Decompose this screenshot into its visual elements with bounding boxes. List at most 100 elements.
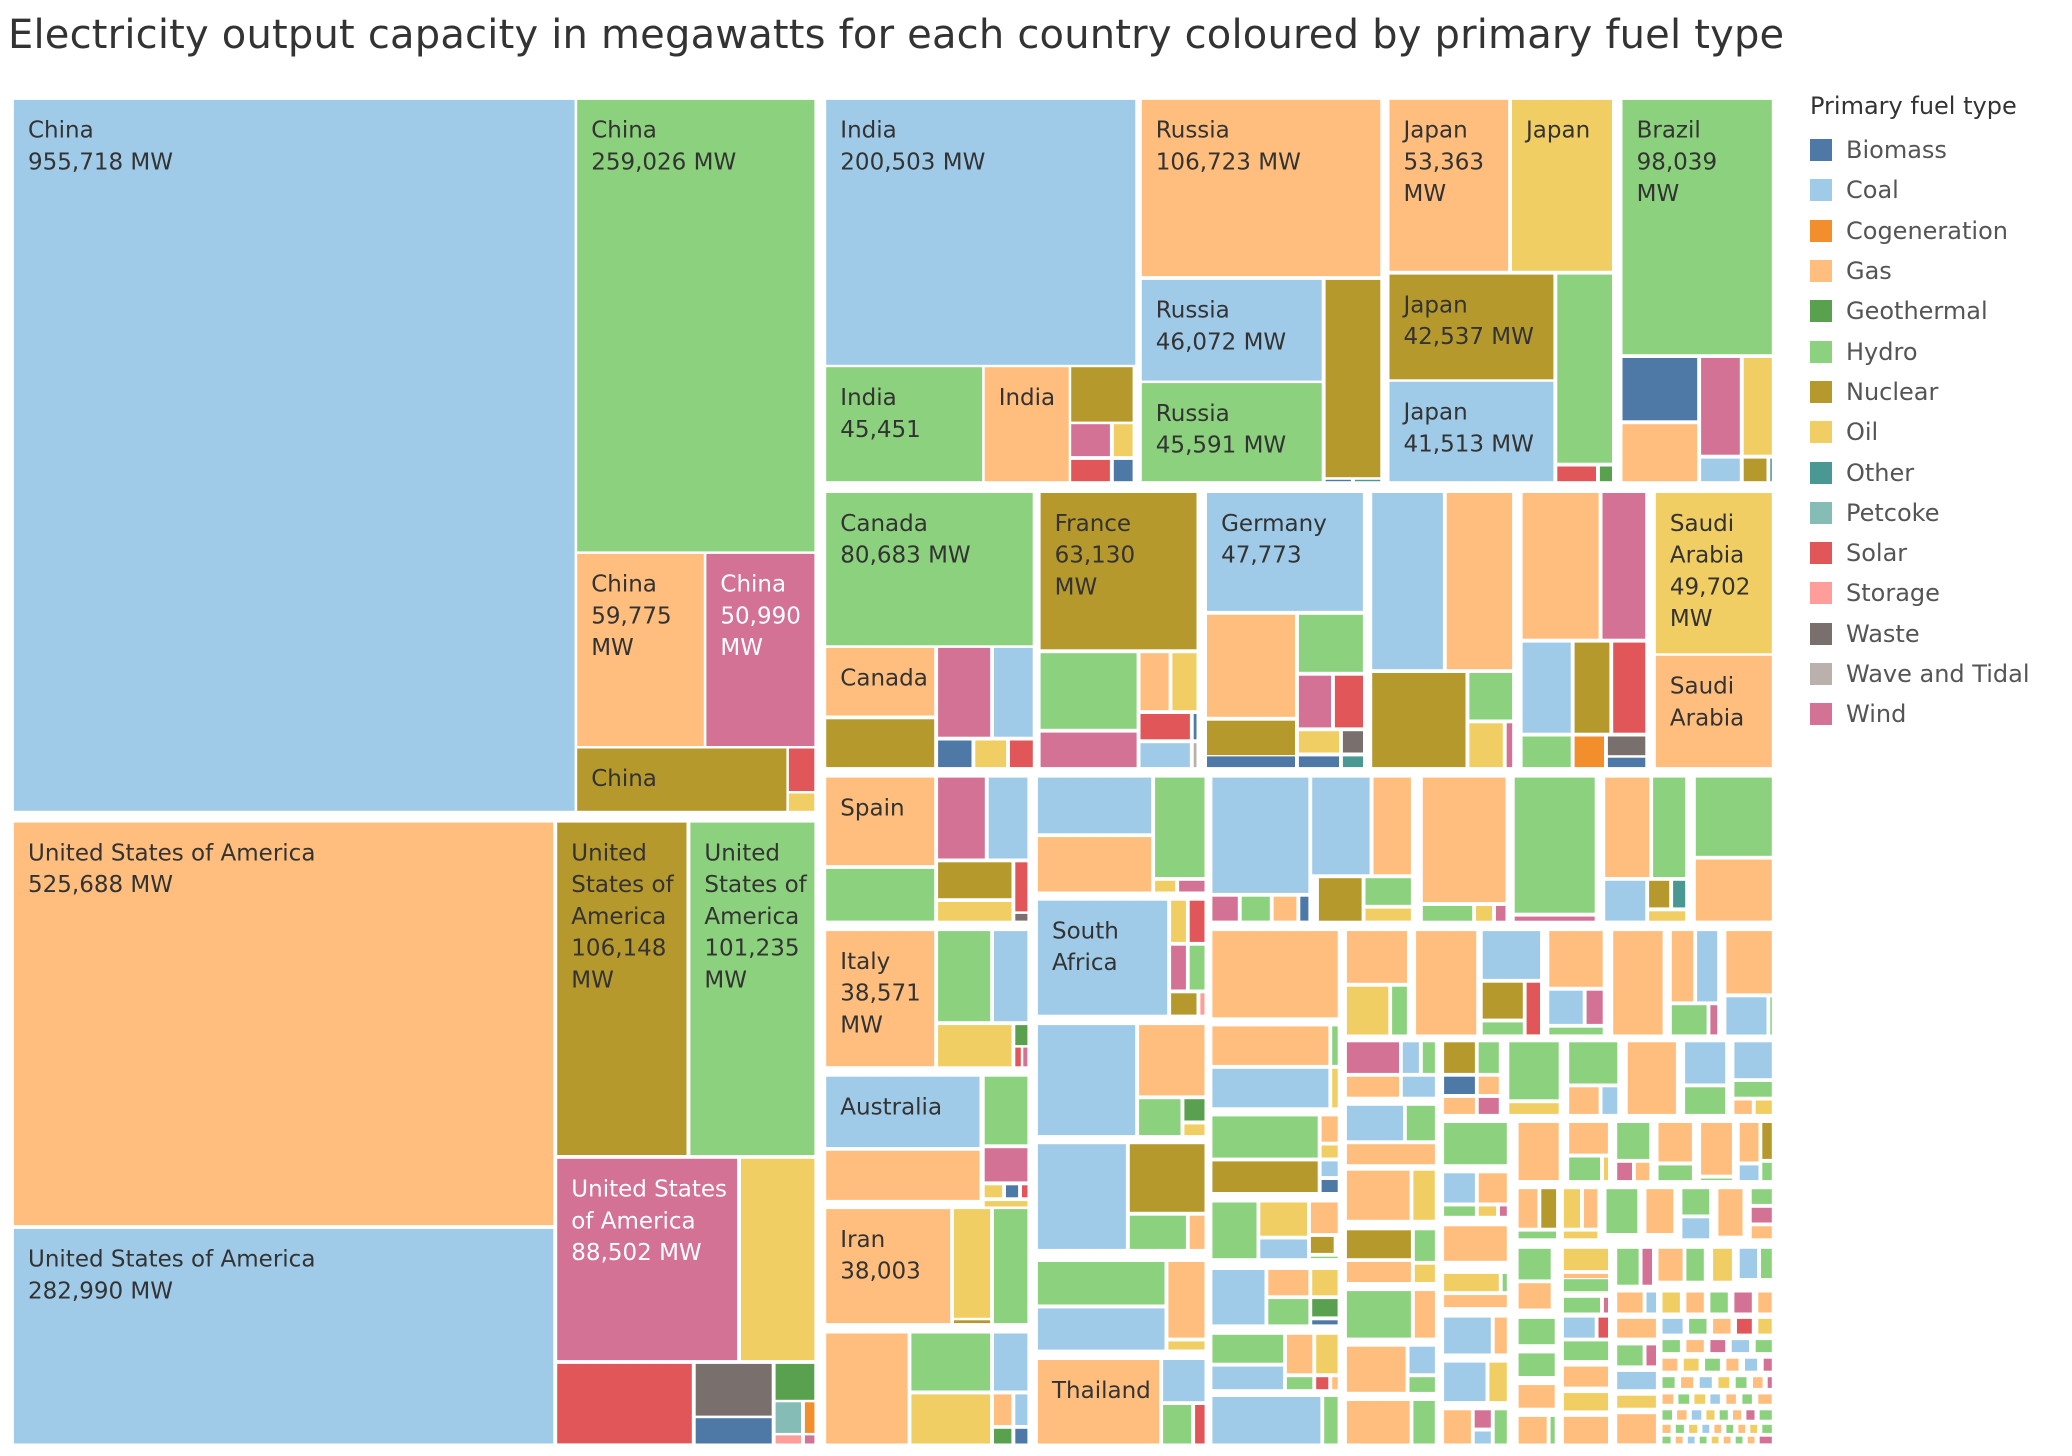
treemap-tile[interactable] [1004, 1184, 1020, 1199]
treemap-tile[interactable] [992, 1393, 1013, 1427]
treemap-tile[interactable] [1598, 465, 1614, 483]
treemap-tile[interactable] [1562, 1340, 1610, 1362]
treemap-tile[interactable] [1014, 1023, 1029, 1047]
treemap-tile[interactable] [1661, 1357, 1679, 1372]
treemap-tile[interactable] [1750, 1225, 1773, 1240]
treemap-tile[interactable] [1731, 1409, 1743, 1421]
treemap-tile[interactable] [1442, 1096, 1477, 1116]
treemap-tile[interactable] [1521, 641, 1572, 734]
treemap-tile[interactable] [1211, 1160, 1319, 1194]
treemap-tile[interactable] [1657, 1164, 1694, 1182]
treemap-tile[interactable] [1687, 1317, 1708, 1335]
treemap-tile[interactable] [1698, 1375, 1713, 1390]
treemap-tile[interactable] [1615, 1121, 1651, 1161]
treemap-tile[interactable] [1645, 1187, 1675, 1235]
legend-item[interactable]: Other [1810, 452, 2060, 492]
treemap-tile[interactable] [1733, 1080, 1774, 1098]
treemap-tile[interactable] [1615, 1161, 1634, 1182]
treemap-tile[interactable] [1685, 1247, 1706, 1282]
treemap-tile[interactable] [1674, 1423, 1686, 1435]
treemap-tile[interactable] [1183, 1097, 1206, 1122]
treemap-tile[interactable] [1521, 491, 1600, 640]
treemap-tile[interactable] [1320, 1144, 1339, 1159]
treemap-tile[interactable] [1408, 1375, 1437, 1394]
treemap-tile[interactable] [1699, 1121, 1734, 1176]
treemap-tile-labeled[interactable] [1388, 273, 1555, 381]
treemap-tile[interactable] [1364, 876, 1413, 906]
treemap-tile[interactable] [1139, 651, 1170, 712]
treemap-tile[interactable] [1421, 1041, 1437, 1075]
treemap-tile[interactable] [1517, 1281, 1552, 1310]
treemap-tile[interactable] [1725, 929, 1774, 995]
treemap-tile[interactable] [1324, 478, 1353, 483]
treemap-tile[interactable] [1603, 879, 1647, 922]
treemap-tile[interactable] [824, 1332, 909, 1445]
treemap-tile-labeled[interactable] [824, 646, 936, 717]
treemap-tile[interactable] [1769, 457, 1773, 483]
treemap-tile[interactable] [824, 867, 936, 922]
treemap-tile[interactable] [1036, 835, 1153, 893]
treemap-tile[interactable] [1139, 741, 1192, 769]
legend-item[interactable]: Wind [1810, 694, 2060, 734]
treemap-tile-labeled[interactable] [824, 1207, 952, 1325]
treemap-tile[interactable] [1766, 1375, 1773, 1390]
treemap-tile[interactable] [1353, 478, 1382, 483]
treemap-tile[interactable] [1137, 1097, 1182, 1137]
treemap-tile[interactable] [1745, 1409, 1756, 1421]
treemap-tile[interactable] [1725, 1357, 1740, 1372]
treemap-tile[interactable] [1758, 1435, 1773, 1445]
treemap-tile[interactable] [1670, 929, 1695, 1003]
treemap-tile[interactable] [1069, 366, 1134, 423]
treemap-tile[interactable] [1709, 1003, 1719, 1036]
treemap-tile[interactable] [1069, 423, 1112, 458]
treemap-tile[interactable] [1188, 944, 1206, 991]
treemap-tile[interactable] [1211, 1365, 1285, 1391]
treemap-tile[interactable] [774, 1401, 803, 1435]
treemap-tile[interactable] [1567, 1086, 1600, 1116]
treemap-tile[interactable] [936, 739, 973, 769]
treemap-tile[interactable] [1661, 1317, 1684, 1335]
treemap-tile[interactable] [1621, 423, 1699, 483]
treemap-tile[interactable] [1761, 1121, 1773, 1161]
treemap-tile[interactable] [1738, 1247, 1759, 1280]
treemap-tile[interactable] [774, 1434, 803, 1445]
treemap-tile[interactable] [1442, 1409, 1473, 1445]
treemap-tile[interactable] [1661, 1435, 1672, 1445]
treemap-tile-labeled[interactable] [1140, 98, 1382, 278]
treemap-tile[interactable] [1370, 491, 1445, 671]
treemap-tile[interactable] [987, 776, 1029, 860]
treemap-tile[interactable] [1661, 1409, 1674, 1421]
treemap-tile[interactable] [1615, 1344, 1644, 1367]
treemap-tile[interactable] [1211, 1333, 1285, 1364]
treemap-tile[interactable] [1477, 1096, 1500, 1116]
treemap-tile[interactable] [1488, 1361, 1509, 1403]
treemap-tile[interactable] [1177, 879, 1206, 893]
treemap-tile[interactable] [1521, 735, 1572, 769]
treemap-tile[interactable] [1211, 1268, 1266, 1326]
treemap-tile[interactable] [1372, 776, 1413, 876]
treemap-tile[interactable] [1601, 491, 1647, 640]
treemap-tile[interactable] [1205, 719, 1297, 757]
treemap-tile[interactable] [1742, 457, 1768, 483]
treemap-tile[interactable] [1112, 423, 1134, 458]
treemap-tile[interactable] [1603, 776, 1651, 879]
treemap-tile[interactable] [1661, 1291, 1682, 1314]
treemap-tile-labeled[interactable] [1388, 98, 1510, 273]
treemap-tile[interactable] [1188, 899, 1206, 944]
treemap-tile[interactable] [1683, 1041, 1727, 1085]
treemap-tile[interactable] [803, 1434, 816, 1445]
treemap-tile-labeled[interactable] [1205, 491, 1365, 613]
treemap-tile[interactable] [1567, 1121, 1610, 1155]
treemap-tile[interactable] [1602, 1156, 1610, 1182]
treemap-tile[interactable] [787, 747, 816, 793]
treemap-tile[interactable] [1322, 1395, 1339, 1445]
treemap-tile[interactable] [1171, 651, 1198, 712]
treemap-tile[interactable] [1725, 1423, 1735, 1435]
treemap-tile[interactable] [1498, 1205, 1509, 1218]
treemap-tile[interactable] [1694, 858, 1773, 922]
treemap-tile[interactable] [1540, 1187, 1558, 1229]
treemap-tile[interactable] [952, 1207, 992, 1320]
treemap-tile[interactable] [1722, 1435, 1732, 1445]
treemap-tile[interactable] [1401, 1075, 1437, 1098]
treemap-tile[interactable] [1014, 1046, 1023, 1068]
